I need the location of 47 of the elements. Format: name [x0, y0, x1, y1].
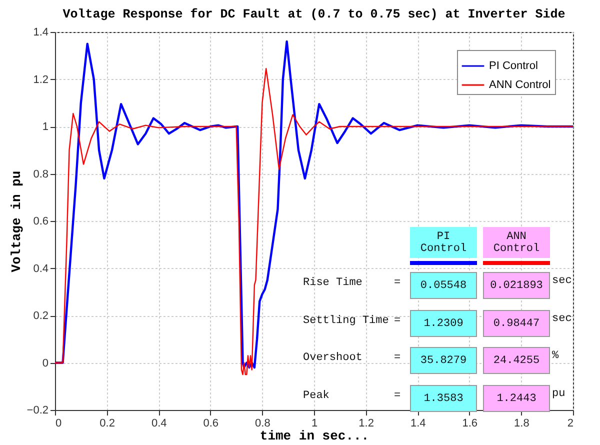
- annotation: 35.8279: [410, 347, 477, 374]
- annotation: =: [394, 277, 401, 289]
- x-tick-label: 1: [311, 418, 318, 430]
- annotation: 0.98447: [483, 310, 550, 337]
- y-tick-label: 0: [42, 357, 48, 370]
- annotation: 0.05548: [410, 272, 477, 299]
- annotation: Overshoot: [303, 352, 362, 364]
- annotation: sec: [552, 275, 572, 287]
- annotation: pu: [552, 388, 566, 400]
- annotation: Rise Time: [303, 277, 362, 289]
- annotation: PI Control: [410, 227, 477, 258]
- x-tick-label: 1.8: [514, 418, 530, 430]
- x-tick-label: 0.2: [100, 418, 115, 430]
- annotation: 1.2309: [410, 310, 477, 337]
- y-tick-label: 0.6: [33, 216, 48, 228]
- x-tick-label: 0: [56, 418, 62, 430]
- annotation: =: [394, 390, 401, 402]
- y-axis-title: Voltage in pu: [8, 170, 24, 272]
- annotation: =: [394, 315, 401, 327]
- chart-title: Voltage Response for DC Fault at (0.7 to 0.75 sec) at Inverter Side: [62, 8, 566, 22]
- annotation: Settling Time: [303, 315, 389, 327]
- y-tick-label: 1.2: [33, 74, 48, 86]
- annotation: =: [394, 352, 401, 364]
- annotation: 24.4255: [483, 347, 550, 374]
- x-tick-label: 0.8: [255, 418, 270, 430]
- x-tick-label: 1.4: [410, 418, 426, 430]
- x-tick-label: 1.2: [358, 418, 374, 430]
- y-tick-label: 0.4: [33, 262, 48, 275]
- y-tick-label: 0.8: [33, 168, 48, 180]
- y-tick-label: 0.2: [33, 310, 48, 322]
- x-tick-label: 1.6: [462, 418, 478, 430]
- y-tick-label: 1: [42, 121, 48, 133]
- x-tick-label: 0.6: [203, 418, 219, 430]
- y-tick-label: 1.4: [33, 26, 48, 38]
- annotation: 1.2443: [483, 385, 550, 412]
- x-tick-label: 2: [567, 418, 574, 430]
- annotation: 0.021893: [483, 272, 550, 299]
- annotation: 1.3583: [410, 385, 477, 412]
- annotation: Peak: [303, 390, 330, 402]
- x-axis-title: time in sec...: [260, 428, 370, 444]
- annotation: sec: [552, 313, 572, 325]
- annotation: ANN Control: [483, 227, 550, 258]
- annotation: %: [552, 350, 559, 362]
- y-tick-label: −0.2: [26, 404, 48, 416]
- x-tick-label: 0.4: [151, 418, 167, 430]
- legend-label: PI Control: [489, 60, 538, 72]
- legend-label: ANN Control: [489, 79, 551, 91]
